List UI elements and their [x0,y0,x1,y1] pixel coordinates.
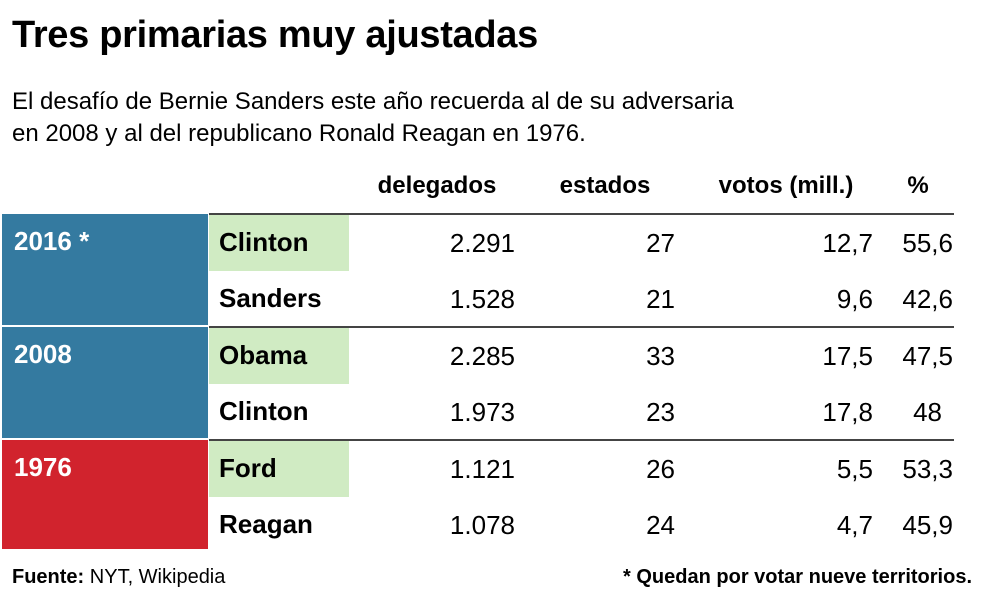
cell-delegados: 1.528 [449,284,515,314]
cell-votos: 5,5 [836,454,873,484]
cell-percent: 53,3 [902,454,953,484]
cell-votos: 4,7 [836,510,873,540]
cell-delegados: 1.121 [449,454,515,484]
cell-percent: 45,9 [902,510,953,540]
column-header-percent: % [907,172,929,199]
cell-estados: 33 [646,341,675,371]
row-divider [209,326,954,328]
cell-delegados: 2.291 [449,228,515,258]
year-cell: 2008 [2,327,208,438]
table-row: Ford 1.121 26 5,5 53,3 [209,441,954,497]
cell-estados: 24 [646,510,675,540]
cell-percent: 55,6 [902,228,953,258]
footnote: * Quedan por votar nueve territorios. [623,566,972,588]
table-row: Obama 2.285 33 17,5 47,5 [209,328,954,384]
cell-delegados: 1.973 [449,397,515,427]
cell-votos: 17,8 [822,397,873,427]
cell-estados: 21 [646,284,675,314]
subtitle: El desafío de Bernie Sanders este año re… [12,86,912,150]
cell-delegados: 2.285 [449,341,515,371]
candidate-name: Clinton [209,215,349,271]
page-title: Tres primarias muy ajustadas [12,14,538,56]
column-header-votos: votos (mill.) [718,172,854,199]
source: Fuente: NYT, Wikipedia [12,566,225,589]
candidate-name: Ford [209,441,349,497]
candidate-name: Obama [209,328,349,384]
cell-estados: 26 [646,454,675,484]
year-cell: 2016 * [2,214,208,325]
cell-percent: 47,5 [902,341,953,371]
column-header-delegados: delegados [377,172,497,199]
cell-percent: 48 [913,397,942,427]
cell-votos: 17,5 [822,341,873,371]
candidate-name: Sanders [219,283,322,313]
column-header-estados: estados [559,172,651,199]
subtitle-line: en 2008 y al del republicano Ronald Reag… [12,120,586,147]
row-divider [209,439,954,441]
cell-percent: 42,6 [902,284,953,314]
table-row: Clinton 1.973 23 17,8 48 [209,384,954,440]
year-cell: 1976 [2,440,208,549]
candidate-name: Reagan [219,509,313,539]
cell-delegados: 1.078 [449,510,515,540]
cell-votos: 9,6 [836,284,873,314]
table-row: Clinton 2.291 27 12,7 55,6 [209,215,954,271]
row-divider [209,213,954,215]
source-label: Fuente: [12,566,85,588]
cell-votos: 12,7 [822,228,873,258]
candidate-name: Clinton [219,396,309,426]
cell-estados: 27 [646,228,675,258]
table-row: Reagan 1.078 24 4,7 45,9 [209,497,954,553]
cell-estados: 23 [646,397,675,427]
table-row: Sanders 1.528 21 9,6 42,6 [209,271,954,327]
subtitle-line: El desafío de Bernie Sanders este año re… [12,88,734,115]
source-text: NYT, Wikipedia [89,566,226,588]
